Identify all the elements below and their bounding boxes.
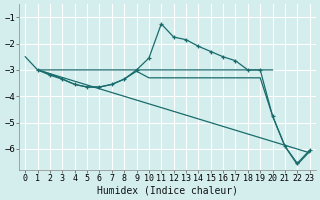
X-axis label: Humidex (Indice chaleur): Humidex (Indice chaleur)	[97, 186, 238, 196]
